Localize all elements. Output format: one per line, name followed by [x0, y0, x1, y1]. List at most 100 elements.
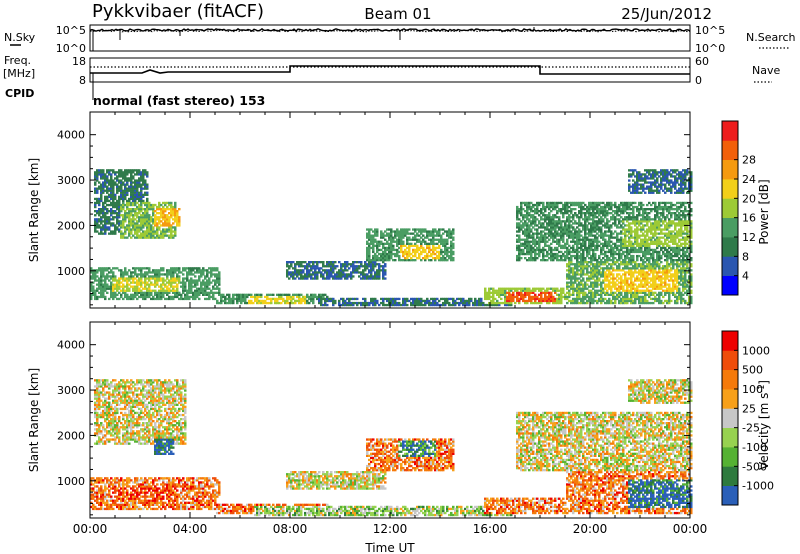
heatmap-cell	[190, 289, 193, 292]
heatmap-cell	[192, 279, 195, 282]
heatmap-cell	[286, 261, 289, 264]
heatmap-cell	[590, 226, 593, 229]
heatmap-cell	[542, 234, 545, 237]
heatmap-cell	[102, 205, 105, 209]
heatmap-cell	[146, 271, 149, 274]
heatmap-cell	[466, 303, 469, 307]
heatmap-cell	[628, 230, 631, 233]
heatmap-cell	[278, 295, 281, 299]
heatmap-cell	[188, 281, 191, 284]
heatmap-cell	[538, 250, 541, 254]
heatmap-cell	[136, 267, 139, 270]
heatmap-cell	[124, 226, 127, 229]
heatmap-cell	[562, 289, 565, 292]
heatmap-cell	[382, 254, 385, 258]
heatmap-cell	[400, 240, 403, 243]
heatmap-cell	[632, 171, 635, 174]
heatmap-cell	[604, 222, 607, 225]
heatmap-cell	[548, 218, 551, 221]
heatmap-cell	[142, 212, 145, 215]
heatmap-cell	[372, 277, 375, 280]
heatmap-cell	[208, 287, 211, 290]
heatmap-cell	[530, 201, 533, 205]
heatmap-cell	[530, 236, 533, 239]
heatmap-cell	[258, 299, 261, 303]
heatmap-cell	[576, 263, 579, 266]
heatmap-cell	[408, 259, 411, 262]
heatmap-cell	[600, 210, 603, 213]
heatmap-cell	[384, 257, 387, 260]
heatmap-cell	[618, 281, 621, 284]
heatmap-cell	[578, 238, 581, 241]
heatmap-cell	[614, 263, 617, 266]
heatmap-cell	[598, 257, 601, 260]
heatmap-cell	[374, 265, 377, 268]
heatmap-cell	[112, 279, 115, 282]
heatmap-cell	[538, 240, 541, 243]
heatmap-cell	[160, 297, 163, 301]
heatmap-cell	[110, 218, 113, 221]
heatmap-cell	[574, 242, 577, 245]
heatmap-cell	[634, 263, 637, 266]
heatmap-cell	[388, 257, 391, 260]
heatmap-cell	[338, 273, 341, 276]
heatmap-cell	[570, 208, 573, 211]
heatmap-cell	[308, 297, 311, 301]
heatmap-cell	[554, 228, 557, 231]
heatmap-cell	[546, 252, 549, 256]
heatmap-cell	[482, 301, 485, 305]
heatmap-cell	[518, 240, 521, 243]
heatmap-cell	[412, 228, 415, 231]
heatmap-cell	[190, 291, 193, 294]
heatmap-cell	[618, 214, 621, 217]
heatmap-cell	[382, 244, 385, 247]
heatmap-cell	[574, 220, 577, 223]
heatmap-cell	[598, 214, 601, 217]
heatmap-cell	[422, 248, 425, 252]
heatmap-cell	[604, 271, 607, 274]
heatmap-cell	[552, 220, 555, 223]
heatmap-cell	[584, 261, 587, 264]
heatmap-cell	[96, 179, 99, 182]
heatmap-cell	[608, 271, 611, 274]
heatmap-cell	[356, 301, 359, 305]
heatmap-cell	[536, 212, 539, 215]
heatmap-cell	[616, 287, 619, 290]
heatmap-cell	[96, 173, 99, 176]
heatmap-cell	[594, 265, 597, 268]
heatmap-cell	[562, 252, 565, 256]
heatmap-cell	[352, 297, 355, 301]
heatmap-cell	[604, 232, 607, 235]
heatmap-cell	[414, 244, 417, 247]
heatmap-cell	[564, 246, 567, 250]
heatmap-cell	[590, 267, 593, 270]
heatmap-cell	[332, 275, 335, 278]
heatmap-cell	[350, 263, 353, 266]
heatmap-cell	[368, 228, 371, 231]
heatmap-cell	[104, 195, 107, 198]
heatmap-cell	[248, 301, 251, 305]
heatmap-cell	[612, 281, 615, 284]
heatmap-cell	[440, 257, 443, 260]
heatmap-cell	[566, 273, 569, 276]
heatmap-cell	[278, 293, 281, 296]
heatmap-cell	[604, 210, 607, 213]
heatmap-cell	[142, 195, 145, 198]
heatmap-cell	[534, 248, 537, 252]
heatmap-cell	[632, 208, 635, 211]
heatmap-cell	[340, 265, 343, 268]
heatmap-cell	[256, 301, 259, 305]
heatmap-cell	[232, 295, 235, 299]
heatmap-cell	[566, 257, 569, 260]
heatmap-cell	[586, 248, 589, 252]
heatmap-cell	[210, 271, 213, 274]
heatmap-cell	[186, 271, 189, 274]
heatmap-cell	[588, 208, 591, 211]
heatmap-cell	[306, 267, 309, 270]
heatmap-cell	[156, 275, 159, 278]
heatmap-cell	[582, 250, 585, 254]
heatmap-cell	[172, 289, 175, 292]
heatmap-cell	[600, 263, 603, 266]
heatmap-cell	[636, 216, 639, 219]
heatmap-cell	[152, 210, 155, 213]
